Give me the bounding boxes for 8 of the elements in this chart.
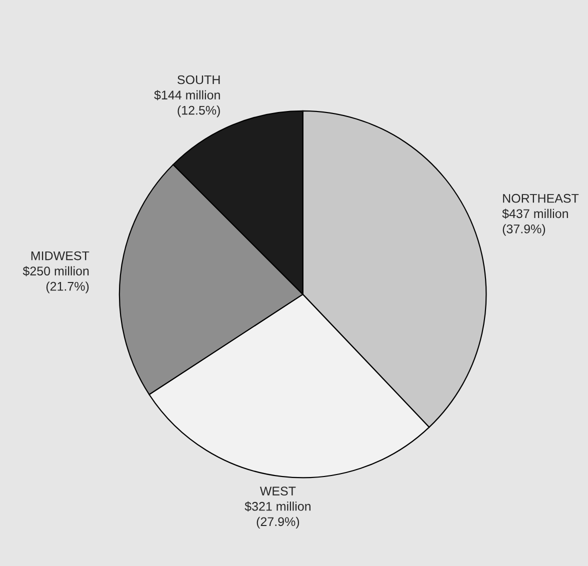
data-label: $144 million (12.5%) xyxy=(154,90,220,118)
slice-label: MIDWEST xyxy=(31,251,90,260)
slice-label: WEST xyxy=(260,486,296,496)
slice-label: NORTHEAST xyxy=(503,194,579,203)
data-label: $321 million (27.9%) xyxy=(244,501,310,529)
data-label: $437 million (37.9%) xyxy=(502,208,568,236)
slice-label: SOUTH xyxy=(178,75,220,84)
data-label: $250 million (21.7%) xyxy=(22,266,89,294)
